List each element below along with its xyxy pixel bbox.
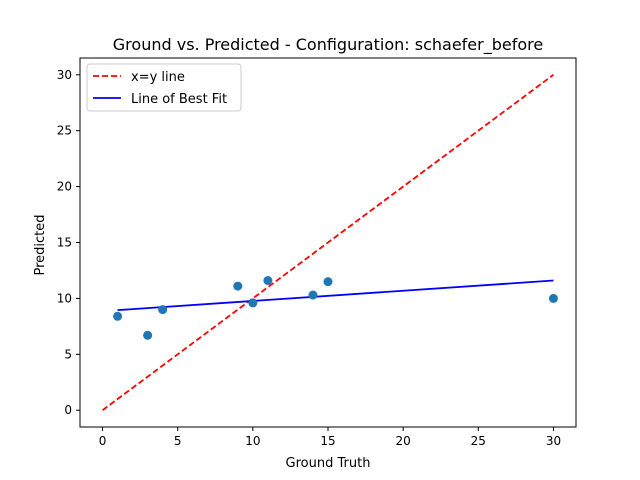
- x-tick-label: 0: [99, 434, 107, 448]
- x-tick-label: 25: [471, 434, 486, 448]
- best-fit-line: [117, 279, 554, 312]
- data-point: [548, 293, 558, 303]
- y-tick-label: 5: [64, 347, 72, 361]
- y-tick-label: 20: [57, 180, 72, 194]
- data-point: [158, 305, 168, 315]
- chart-title: Ground vs. Predicted - Configuration: sc…: [113, 35, 543, 55]
- data-point: [323, 277, 333, 287]
- legend-label-best-fit: Line of Best Fit: [131, 92, 227, 107]
- xy-reference-line: [102, 74, 554, 411]
- y-axis-label: Predicted: [33, 214, 48, 275]
- legend: x=y line Line of Best Fit: [86, 63, 242, 112]
- x-tick-label: 10: [245, 434, 260, 448]
- x-tick-label: 20: [396, 434, 411, 448]
- y-tick-label: 0: [64, 403, 72, 417]
- data-point: [233, 281, 243, 291]
- data-point: [248, 298, 258, 308]
- plot-area: 0 5 10 15 20 25 30 0 5 10 15 20 25 30: [57, 57, 577, 448]
- legend-label-xy: x=y line: [131, 70, 185, 85]
- legend-box: [86, 63, 242, 112]
- y-tick-label: 25: [57, 124, 72, 138]
- x-tick-label: 30: [546, 434, 561, 448]
- y-tick-label: 10: [57, 291, 72, 305]
- data-point: [143, 330, 153, 340]
- data-point: [113, 311, 123, 321]
- x-tick-label: 5: [174, 434, 182, 448]
- x-tick-label: 15: [320, 434, 335, 448]
- y-tick-label: 30: [57, 68, 72, 82]
- x-axis-label: Ground Truth: [286, 456, 371, 471]
- y-tick-label: 15: [57, 236, 72, 250]
- data-point: [263, 276, 273, 286]
- data-point: [308, 290, 318, 300]
